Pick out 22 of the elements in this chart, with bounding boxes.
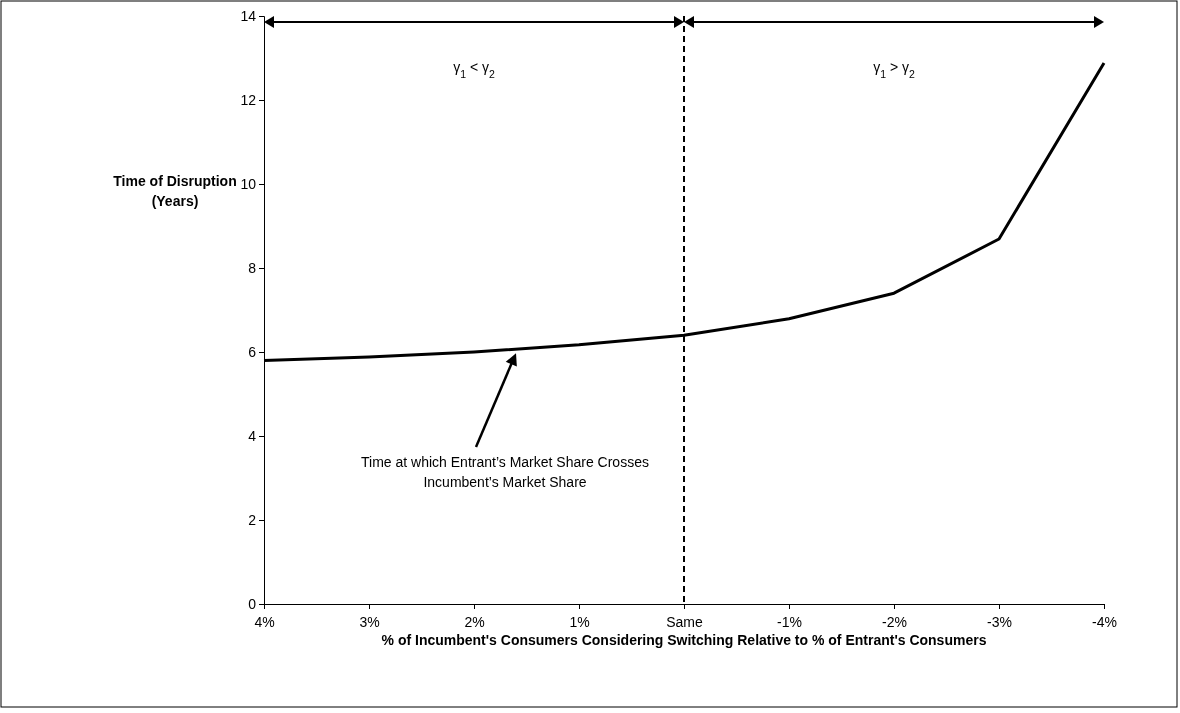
- y-tick-label: 0: [248, 595, 257, 612]
- y-tick-label: 2: [248, 511, 257, 528]
- x-tick-label: 4%: [254, 614, 275, 631]
- x-tick-label: Same: [666, 614, 703, 631]
- y-axis-title: Time of Disruption (Years): [113, 173, 237, 209]
- y-tick-label: 8: [248, 259, 257, 276]
- y-tick-label: 6: [248, 343, 257, 360]
- x-axis-title: % of Incumbent's Consumers Considering Switching Relative to % of Entrant's Consumers: [381, 632, 987, 648]
- x-tick-label: -3%: [987, 614, 1012, 631]
- annotation: γ$_{1}$ > γ$_{2}$: [873, 59, 915, 80]
- x-tick-label: 1%: [569, 614, 590, 631]
- y-tick-label: 4: [248, 427, 257, 444]
- x-tick-label: -1%: [777, 614, 802, 631]
- annotation: Time at which Entrant’s Market Share Crosses Incumbent’s Market Share: [361, 454, 649, 490]
- x-tick-label: 2%: [464, 614, 485, 631]
- y-tick-label: 12: [240, 91, 257, 108]
- x-tick-label: 3%: [359, 614, 380, 631]
- y-tick-label: 14: [240, 7, 257, 24]
- x-tick-label: -2%: [882, 614, 907, 631]
- y-tick-label: 10: [240, 175, 257, 192]
- x-tick-label: -4%: [1092, 614, 1117, 631]
- annotation: γ$_{1}$ < γ$_{2}$: [453, 59, 495, 80]
